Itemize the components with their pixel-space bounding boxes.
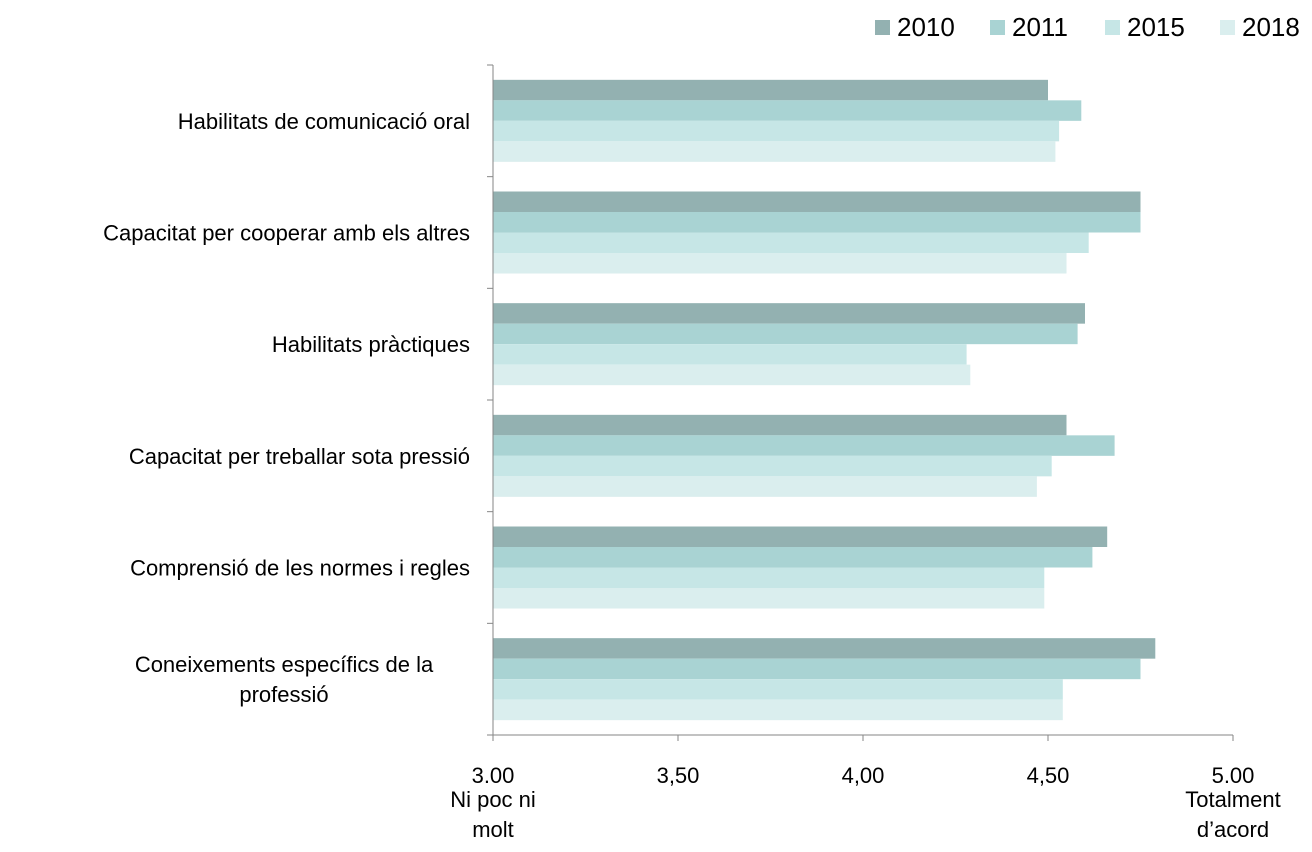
- bar: [493, 253, 1067, 274]
- bar: [493, 414, 1067, 436]
- category-label: Coneixements específics de la professió: [135, 652, 434, 707]
- axis-annotation: Totalment d’acord: [1185, 787, 1280, 842]
- x-tick-label: 4,00: [842, 763, 885, 788]
- category-label: Comprensió de les normes i regles: [130, 556, 470, 581]
- bar: [493, 435, 1115, 456]
- bar: [493, 567, 1045, 588]
- category-label-line: professió: [239, 682, 328, 707]
- bar: [493, 100, 1082, 121]
- category-label: Capacitat per treballar sota pressió: [129, 444, 470, 469]
- legend-swatch: [990, 20, 1005, 35]
- x-tick-label: 5.00: [1212, 763, 1255, 788]
- axis-annotation-line: molt: [472, 817, 514, 842]
- legend-label: 2011: [1012, 12, 1068, 42]
- category-label-line: Habilitats pràctiques: [272, 332, 470, 357]
- axis-annotation-line: Ni poc ni: [450, 787, 536, 812]
- legend-swatch: [1105, 20, 1120, 35]
- bar: [493, 141, 1056, 162]
- category-label-line: Coneixements específics de la: [135, 652, 434, 677]
- bar: [493, 303, 1085, 324]
- bar: [493, 323, 1078, 345]
- category-label-line: Capacitat per cooperar amb els altres: [103, 221, 470, 246]
- x-tick-label: 3,50: [657, 763, 700, 788]
- bar: [493, 79, 1048, 101]
- bar: [493, 344, 967, 365]
- category-label-line: Capacitat per treballar sota pressió: [129, 444, 470, 469]
- category-label: Habilitats pràctiques: [272, 332, 470, 357]
- legend-swatch: [1220, 20, 1235, 35]
- bar: [493, 658, 1141, 680]
- bar: [493, 120, 1060, 142]
- bar: [493, 588, 1045, 609]
- bar: [493, 526, 1108, 547]
- bar: [493, 547, 1093, 568]
- bar: [493, 679, 1063, 700]
- category-label-line: Habilitats de comunicació oral: [178, 109, 470, 134]
- category-label-line: Comprensió de les normes i regles: [130, 556, 470, 581]
- x-tick-label: 4,50: [1027, 763, 1070, 788]
- bar: [493, 191, 1141, 212]
- category-label: Habilitats de comunicació oral: [178, 109, 470, 134]
- legend-label: 2015: [1127, 12, 1185, 42]
- bar: [493, 699, 1063, 721]
- bar: [493, 638, 1156, 659]
- bar: [493, 364, 971, 386]
- x-tick-label: 3.00: [472, 763, 515, 788]
- legend-label: 2010: [897, 12, 955, 42]
- axis-annotation-line: Totalment: [1185, 787, 1280, 812]
- category-label: Capacitat per cooperar amb els altres: [103, 221, 470, 246]
- legend-label: 2018: [1242, 12, 1300, 42]
- axis-annotation-line: d’acord: [1197, 817, 1269, 842]
- legend-swatch: [875, 20, 890, 35]
- bar: [493, 212, 1141, 233]
- bar: [493, 455, 1052, 477]
- bar: [493, 232, 1089, 253]
- bar: [493, 476, 1037, 497]
- axis-annotation: Ni poc ni molt: [450, 787, 536, 842]
